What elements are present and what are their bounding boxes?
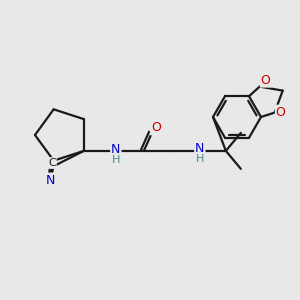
- Text: N: N: [195, 142, 205, 155]
- Text: H: H: [112, 155, 120, 165]
- Text: O: O: [276, 106, 286, 118]
- Text: H: H: [196, 154, 204, 164]
- Text: N: N: [111, 143, 121, 156]
- Text: N: N: [45, 173, 55, 187]
- Text: C: C: [48, 158, 56, 168]
- Text: O: O: [151, 122, 161, 134]
- Text: O: O: [261, 74, 271, 87]
